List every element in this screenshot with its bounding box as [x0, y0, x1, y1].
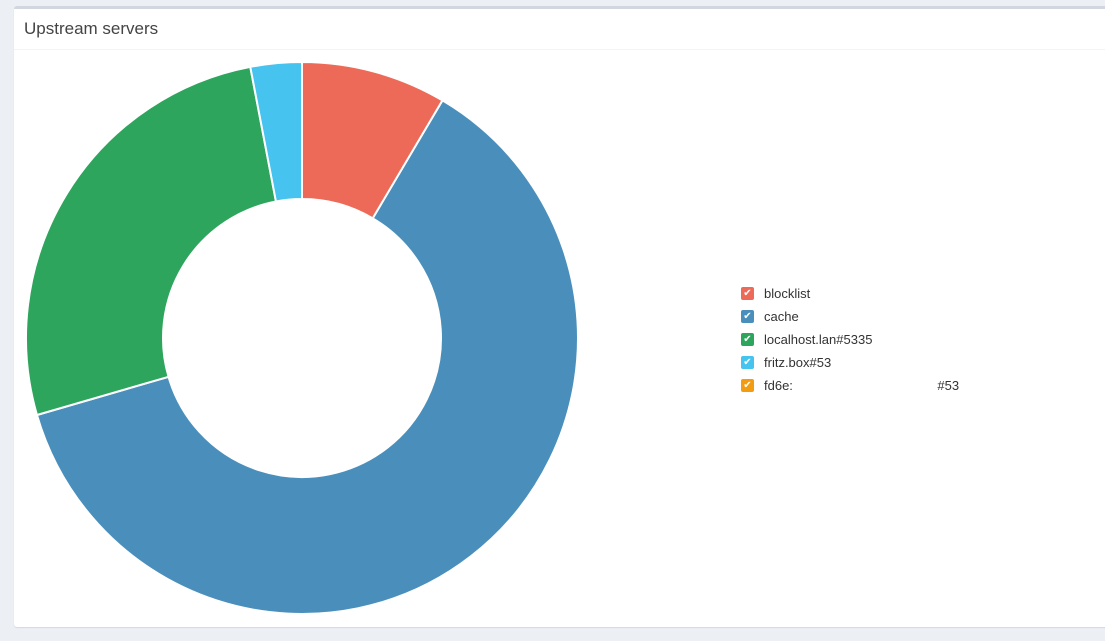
checkmark-icon[interactable]: ✔	[741, 356, 754, 369]
checkmark-icon[interactable]: ✔	[741, 333, 754, 346]
legend-item[interactable]: ✔ fritz.box#53	[741, 351, 959, 374]
upstream-servers-panel: Upstream servers ✔ blocklist ✔ cache ✔ localh…	[14, 6, 1105, 627]
checkmark-icon[interactable]: ✔	[741, 287, 754, 300]
panel-title: Upstream servers	[24, 19, 159, 38]
legend-label: fritz.box#53	[764, 355, 832, 370]
upstream-donut-chart	[25, 60, 579, 615]
chart-legend: ✔ blocklist ✔ cache ✔ localhost.lan#5335 ✔ frit…	[741, 282, 959, 397]
donut-slice-fritz-box-53[interactable]	[249, 60, 303, 203]
checkmark-icon[interactable]: ✔	[741, 310, 754, 323]
legend-label: cache	[764, 309, 799, 324]
panel-header: Upstream servers	[14, 9, 1105, 50]
legend-label: fd6e: #53	[764, 378, 960, 393]
legend-item[interactable]: ✔ localhost.lan#5335	[741, 328, 959, 351]
legend-label: localhost.lan#5335	[764, 332, 873, 347]
legend-item[interactable]: ✔ blocklist	[741, 282, 959, 305]
legend-item[interactable]: ✔ cache	[741, 305, 959, 328]
checkmark-icon[interactable]: ✔	[741, 379, 754, 392]
legend-label: blocklist	[764, 286, 811, 301]
legend-item[interactable]: ✔ fd6e: #53	[741, 374, 959, 397]
donut-slice-localhost-lan-5335[interactable]	[25, 65, 278, 417]
donut-slice-cache[interactable]	[35, 99, 579, 615]
